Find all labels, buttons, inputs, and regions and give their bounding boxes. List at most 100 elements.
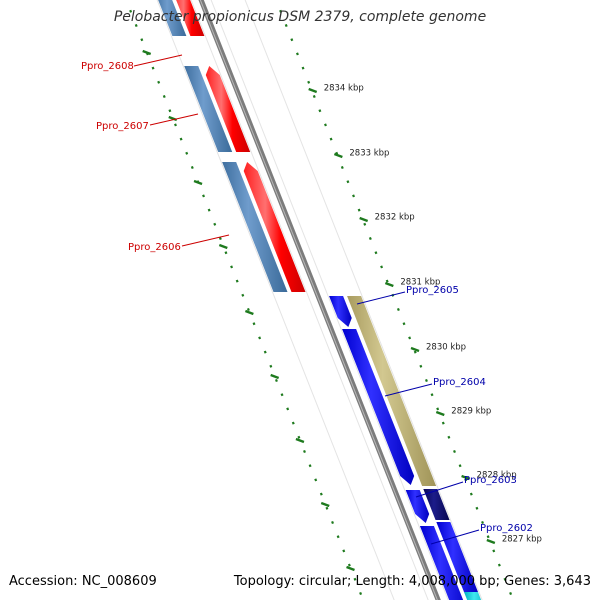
minor-tick-left [353,577,357,581]
minor-tick-right [475,506,479,510]
gene-callout-line [149,113,199,126]
minor-tick-left [286,407,290,411]
minor-tick-right [497,563,501,567]
major-tick [142,49,152,56]
scale-label: 2827 kbp [502,535,542,545]
minor-tick-left [151,66,155,70]
gene-callout-line [181,234,230,247]
major-tick [461,474,470,481]
minor-tick-left [319,492,323,496]
minor-tick-right [279,9,283,13]
major-tick [410,346,420,353]
minor-tick-left [263,350,267,354]
minor-tick-right [486,535,490,539]
forward-cds-feature [222,162,288,292]
minor-tick-right [436,407,440,411]
minor-tick-right [447,435,451,439]
minor-tick-right [503,577,507,581]
gene-label: Ppro_2605 [406,285,459,296]
minor-tick-right [424,378,428,383]
major-tick [346,565,355,572]
gene-callout-line [384,383,433,397]
forward-gene-feature [176,0,205,36]
forward-cds-feature [184,66,233,152]
minor-tick-right [464,478,468,482]
minor-tick-left [218,236,222,241]
gene-callout-line [133,54,183,67]
genome-backbone-highlight [199,0,438,600]
minor-tick-left [241,293,245,297]
gene-callout-line [430,529,480,545]
minor-tick-left [291,421,295,425]
minor-tick-right [312,94,316,99]
gene-label: Ppro_2606 [128,242,181,253]
minor-tick-right [469,492,473,496]
gene-label: Ppro_2604 [433,377,486,388]
major-tick [295,437,305,444]
scale-label: 2829 kbp [451,407,491,417]
gene-labels: Ppro_2608 Ppro_2607 Ppro_2606 Ppro_2605 Ppro… [81,54,533,545]
minor-tick-right [295,52,299,56]
gene-label: Ppro_2608 [81,61,134,72]
minor-tick-right [419,364,423,368]
minor-tick-left [179,137,183,141]
reverse-cds-feature [423,489,450,520]
minor-tick-right [368,236,372,241]
accession-label: Accession: NC_008609 [9,574,157,589]
minor-tick-left [342,549,346,553]
genome-backbone [198,0,441,600]
major-tick [244,309,254,316]
minor-tick-right [402,322,406,326]
minor-tick-left [347,563,351,567]
scale-label: 2831 kbp [400,278,440,288]
minor-tick-right [458,464,462,468]
minor-tick-right [329,137,333,141]
minor-tick-right [284,23,288,28]
gene-label: Ppro_2602 [480,523,533,534]
major-tick [435,410,445,417]
minor-tick-left [207,208,211,212]
gene-callout-line [415,481,464,498]
minor-tick-right [430,393,434,397]
minor-tick-left [129,9,133,13]
major-tick [308,87,318,94]
minor-tick-left [336,535,340,539]
reverse-gene-feature [405,490,430,523]
scale-label: 2833 kbp [349,149,389,159]
major-tick [333,152,343,159]
minor-tick-left [314,478,318,482]
minor-tick-right [346,180,350,184]
reverse-cds-feature [347,296,437,486]
reverse-gene-feature [419,526,464,600]
minor-tick-right [408,336,412,340]
tick-marks: 2834 kbp 2833 kbp 2832 kbp 2831 kbp 2830 kbp… [129,9,542,596]
minor-tick-left [252,322,256,326]
gene-features [158,0,482,600]
minor-tick-right [301,66,305,70]
forward-cds-feature [158,0,187,36]
minor-tick-right [385,279,389,283]
minor-tick-right [290,38,294,42]
minor-tick-right [324,123,327,127]
major-tick [193,179,203,186]
gene-label: Ppro_2607 [96,121,149,132]
minor-tick-left [246,307,250,312]
scale-label: 2834 kbp [324,84,364,94]
minor-tick-left [174,123,177,127]
minor-tick-left [185,151,189,155]
major-tick [320,501,330,508]
scale-label: 2830 kbp [426,343,466,353]
major-tick [359,216,369,223]
genome-summary-label: Topology: circular; Length: 4,008,000 bp… [233,574,591,589]
minor-tick-right [318,109,322,113]
gene-callout-line [356,291,406,305]
minor-tick-left [280,393,284,397]
minor-tick-left [297,435,301,439]
minor-tick-right [453,449,456,454]
reverse-cds-feature [463,592,482,600]
reverse-gene-feature [342,329,415,485]
minor-tick-left [140,38,144,42]
minor-tick-left [274,378,278,383]
